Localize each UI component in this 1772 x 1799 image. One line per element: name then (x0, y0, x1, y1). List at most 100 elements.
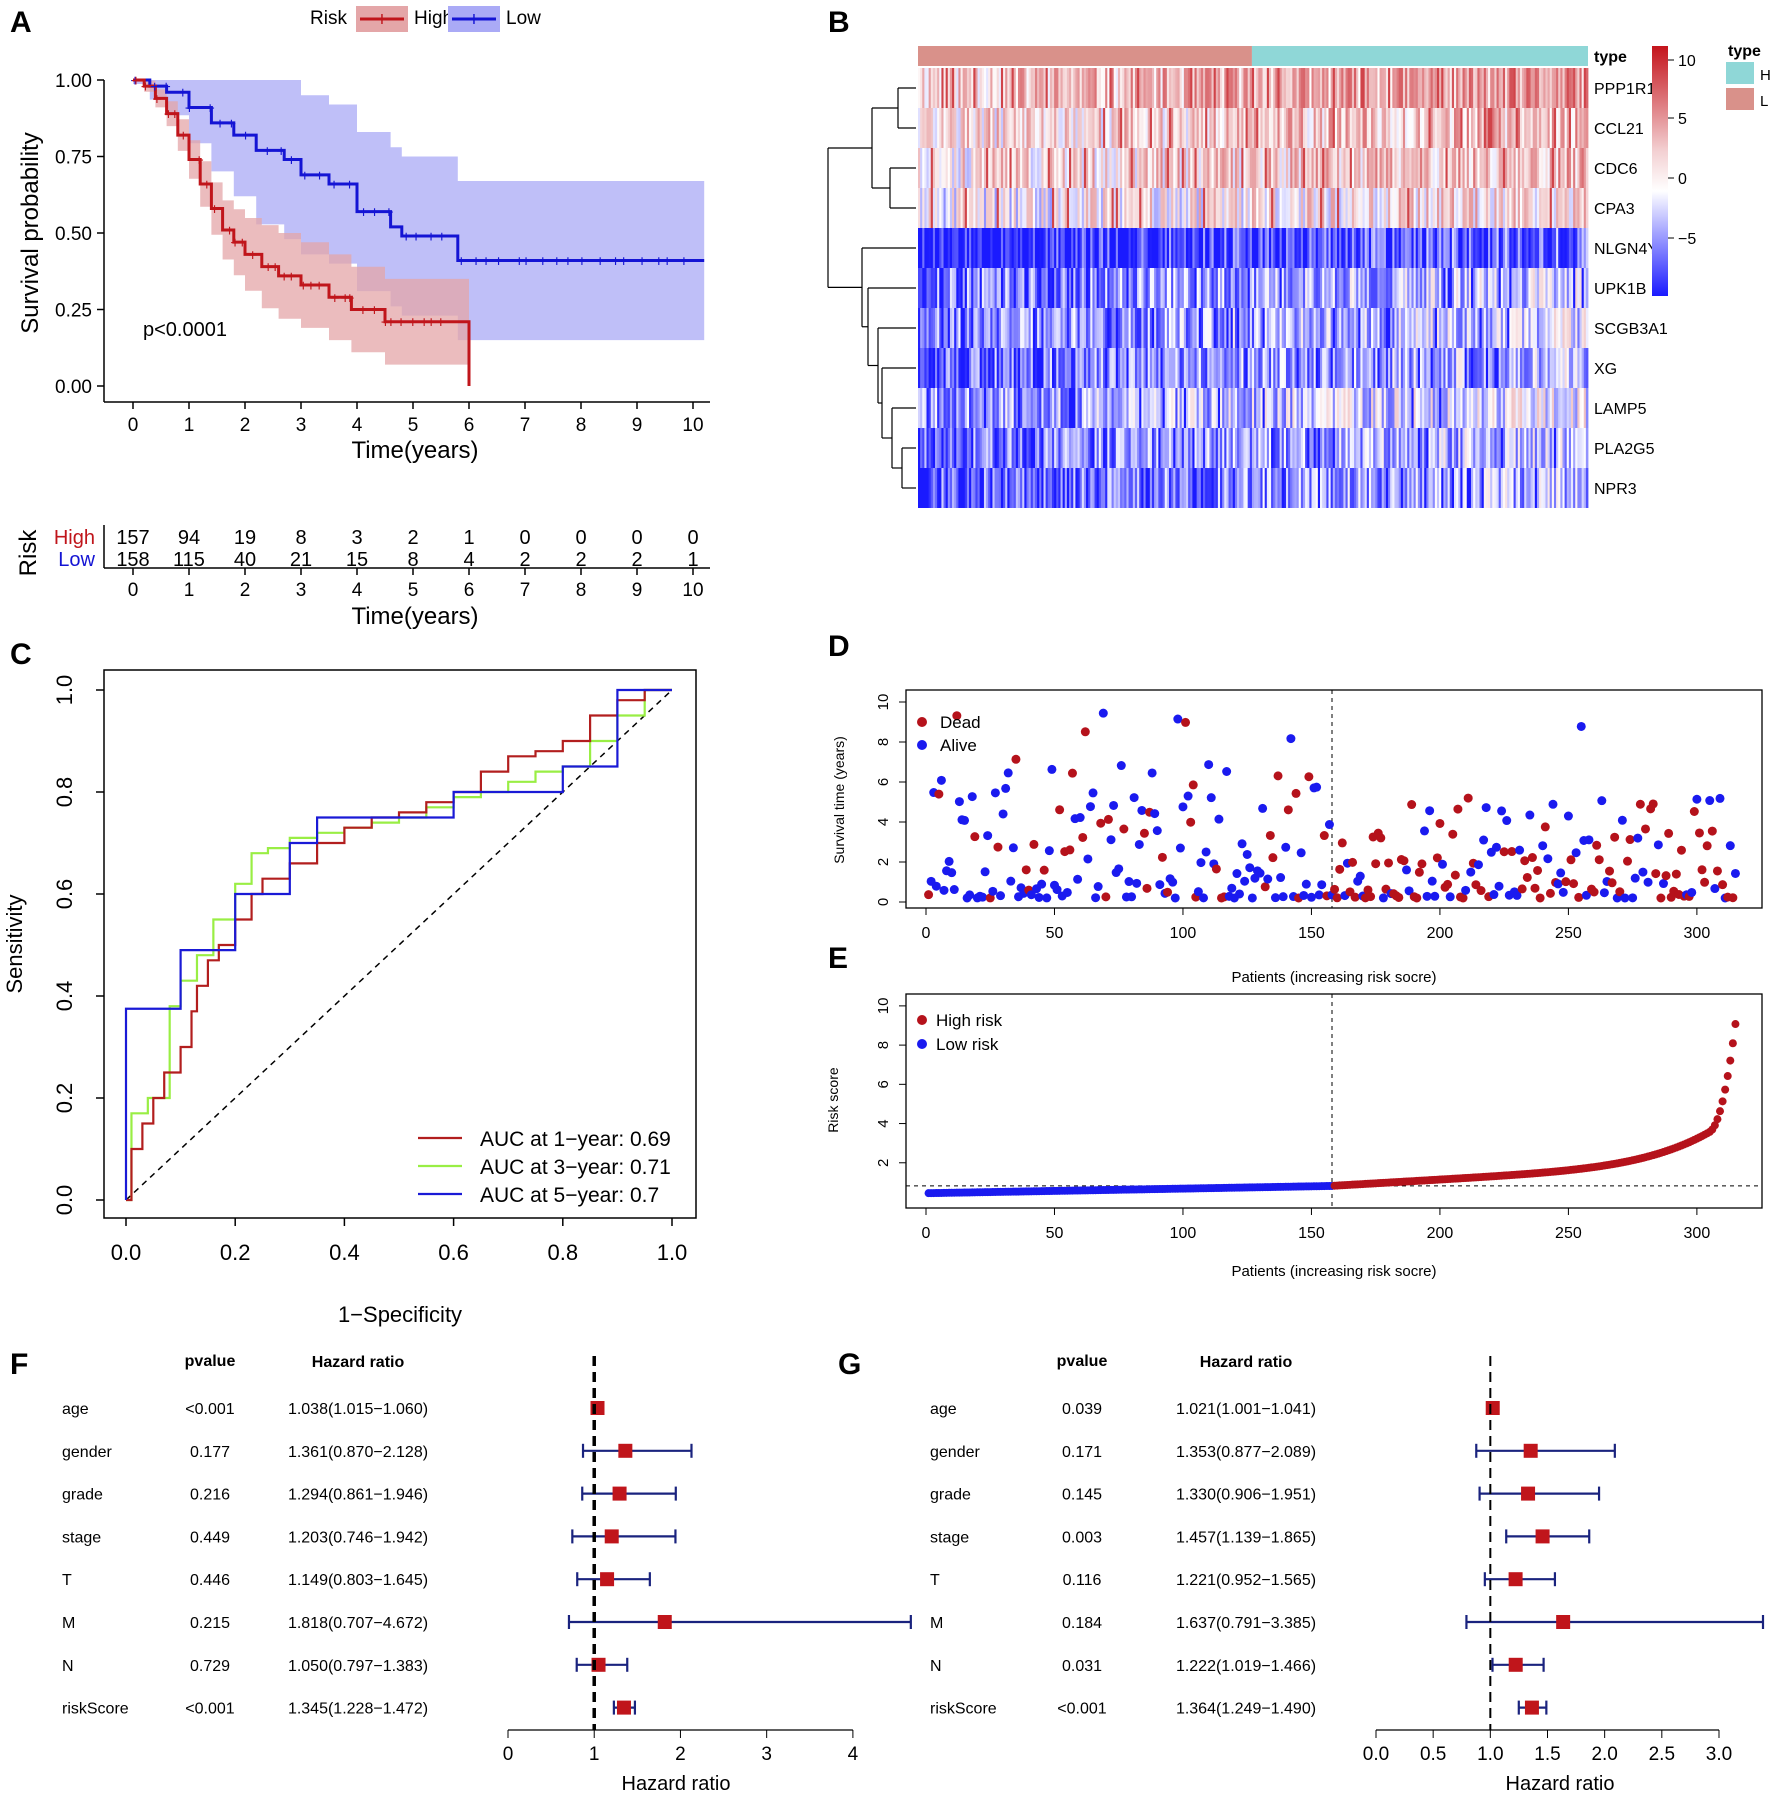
heatmap-cell (988, 68, 991, 108)
heatmap-cell (1077, 348, 1081, 388)
heatmap-cell (1281, 468, 1285, 508)
heatmap-cell (1092, 188, 1095, 228)
heatmap-cell (1147, 148, 1151, 188)
heatmap-cell (1162, 308, 1166, 348)
heatmap-cell (1300, 68, 1304, 108)
group-swatch-l (1726, 88, 1754, 110)
heatmap-cell (1392, 148, 1395, 188)
heatmap-cell (1366, 468, 1370, 508)
variable-name: grade (930, 1487, 971, 1504)
heatmap-cell (1298, 228, 1302, 268)
heatmap-cell (960, 188, 964, 228)
heatmap-cell (1432, 268, 1436, 308)
heatmap-cell (1022, 468, 1025, 508)
heatmap-cell (1209, 428, 1212, 468)
heatmap-cell (990, 348, 993, 388)
heatmap-cell (1351, 148, 1355, 188)
heatmap-cell (1020, 108, 1023, 148)
alive-point (1705, 796, 1715, 806)
heatmap-cell (1345, 388, 1349, 428)
censor-mark-high: + (419, 315, 428, 332)
heatmap-cell (1162, 68, 1166, 108)
heatmap-cell (1241, 108, 1244, 148)
heatmap-cell (1205, 188, 1208, 228)
heatmap-cell (1171, 108, 1174, 148)
censor-mark-high: + (306, 278, 315, 295)
heatmap-cell (1045, 148, 1049, 188)
heatmap-cell (1079, 188, 1083, 228)
risk-table-cell: 94 (178, 527, 200, 549)
heatmap-cell (1168, 388, 1172, 428)
heatmap-cell (1075, 188, 1078, 228)
heatmap-cell (952, 428, 955, 468)
y-tick-label: 1.00 (55, 71, 92, 92)
heatmap-cell (1234, 268, 1238, 308)
heatmap-cell (1377, 268, 1380, 308)
heatmap-cell (1519, 348, 1523, 388)
heatmap-cell (1402, 108, 1406, 148)
heatmap-cell (1394, 188, 1397, 228)
heatmap-cell (1186, 268, 1189, 308)
heatmap-cell (1526, 348, 1529, 388)
heatmap-cell (1003, 468, 1006, 508)
alive-point (1404, 886, 1414, 896)
heatmap-cell (1385, 228, 1389, 268)
heatmap-cell (1368, 468, 1372, 508)
heatmap-cell (1277, 68, 1280, 108)
heatmap-cell (1124, 268, 1127, 308)
heatmap-cell (956, 468, 959, 508)
heatmap-cell (1173, 308, 1176, 348)
heatmap-cell (1160, 188, 1164, 228)
heatmap-cell (1551, 268, 1555, 308)
heatmap-cell (1128, 228, 1132, 268)
heatmap-cell (1402, 388, 1406, 428)
heatmap-cell (954, 108, 957, 148)
heatmap-cell (1043, 388, 1047, 428)
heatmap-cell (1039, 228, 1042, 268)
heatmap-cell (1517, 108, 1521, 148)
heatmap-cell (1111, 348, 1115, 388)
heatmap-cell (1373, 348, 1376, 388)
heatmap-cell (1445, 348, 1449, 388)
heatmap-cell (1436, 188, 1440, 228)
heatmap-cell (960, 148, 964, 188)
heatmap-cell (1124, 68, 1127, 108)
heatmap-cell (937, 268, 940, 308)
heatmap-cell (1194, 228, 1198, 268)
heatmap-cell (1081, 388, 1085, 428)
heatmap-cell (1164, 388, 1168, 428)
heatmap-cell (1462, 268, 1466, 308)
heatmap-cell (1375, 308, 1378, 348)
heatmap-cell (1485, 188, 1489, 228)
heatmap-cell (1394, 468, 1397, 508)
alive-point (936, 775, 946, 785)
pvalue-cell: 0.177 (190, 1444, 230, 1461)
heatmap-cell (1322, 428, 1325, 468)
heatmap-cell (1264, 348, 1268, 388)
heatmap-cell (1311, 108, 1315, 148)
heatmap-cell (1534, 68, 1538, 108)
dead-point (1569, 879, 1579, 889)
heatmap-cell (1179, 188, 1183, 228)
heatmap-cell (1505, 148, 1508, 188)
alive-point (978, 892, 988, 902)
heatmap-cell (1307, 228, 1310, 268)
heatmap-cell (1249, 228, 1253, 268)
x-tick-label: 10 (682, 415, 703, 436)
heatmap-cell (1239, 148, 1242, 188)
heatmap-cell (1196, 468, 1200, 508)
heatmap-cell (1332, 268, 1336, 308)
heatmap-cell (1583, 428, 1587, 468)
heatmap-cell (1466, 148, 1470, 188)
heatmap-cell (1120, 468, 1123, 508)
heatmap-cell (1498, 348, 1502, 388)
heatmap-cell (1343, 268, 1346, 308)
heatmap-cell (1100, 108, 1104, 148)
heatmap-cell (1254, 388, 1257, 428)
plot-frame (905, 689, 1763, 909)
heatmap-cell (1471, 68, 1474, 108)
heatmap-cell (1322, 228, 1325, 268)
heatmap-cell (947, 428, 951, 468)
heatmap-cell (1339, 68, 1342, 108)
heatmap-cell (1260, 108, 1263, 148)
